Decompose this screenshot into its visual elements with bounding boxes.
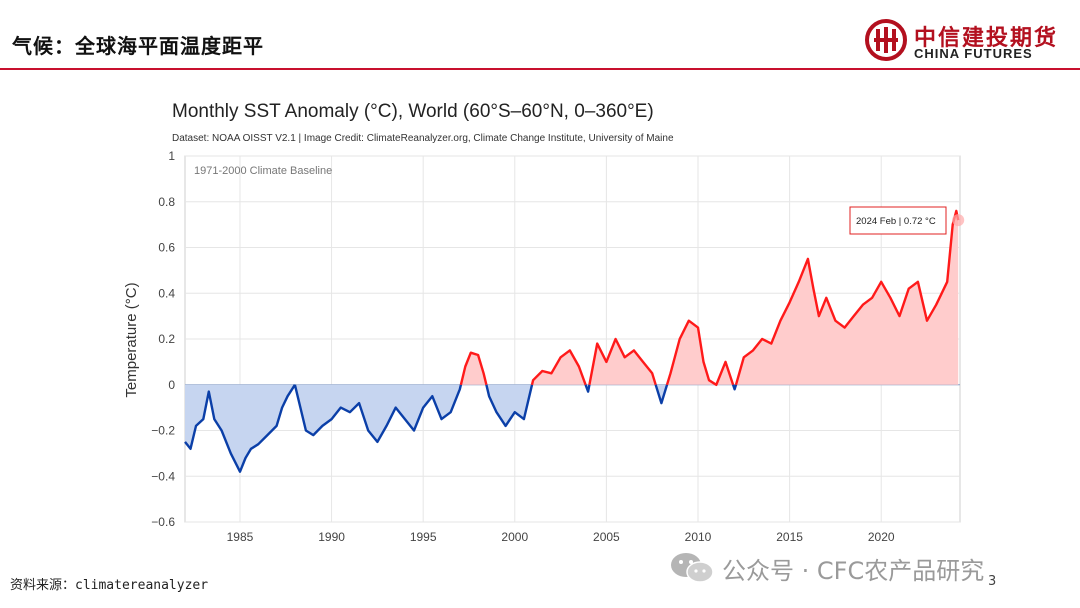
x-tick-label: 2010: [685, 530, 712, 544]
baseline-label: 1971-2000 Climate Baseline: [194, 165, 332, 177]
y-axis-ticks: −0.6 −0.4 −0.2 0 0.2 0.4 0.6 0.8 1: [151, 149, 175, 529]
tooltip-text: 2024 Feb | 0.72 °C: [856, 216, 936, 227]
latest-data-point: [952, 214, 965, 227]
watermark-text: 公众号 · CFC农产品研究: [722, 557, 985, 585]
positive-anomaly-area: [532, 350, 586, 385]
x-tick-label: 2005: [593, 530, 620, 544]
chart-grid: [184, 155, 961, 523]
x-axis-ticks: 1985 1990 1995 2000 2005 2010 2015 2020: [227, 530, 895, 544]
y-tick-label: 0.8: [158, 195, 175, 209]
negative-anomaly-line: [654, 384, 669, 405]
y-tick-label: 1: [168, 149, 175, 163]
positive-anomaly-area: [460, 352, 487, 385]
wechat-icon: [671, 553, 714, 583]
y-tick-label: −0.6: [151, 515, 175, 529]
negative-anomaly-line: [485, 384, 534, 428]
tooltip: 2024 Feb | 0.72 °C: [849, 206, 947, 235]
chart-area-fills: [185, 210, 959, 472]
citic-logo-icon: [865, 19, 907, 61]
positive-anomaly-area: [667, 320, 734, 385]
slide-title: 气候：全球海平面温度距平: [12, 34, 264, 58]
positive-anomaly-area: [736, 210, 959, 385]
y-axis-label: Temperature (°C): [123, 282, 140, 397]
header-divider: [0, 68, 1080, 70]
chart-series-lines: [184, 209, 960, 473]
positive-anomaly-line: [665, 319, 735, 386]
x-tick-label: 2000: [501, 530, 528, 544]
positive-anomaly-line: [459, 351, 488, 386]
x-tick-label: 1985: [227, 530, 254, 544]
negative-anomaly-line: [584, 384, 591, 393]
negative-anomaly-line: [184, 384, 296, 473]
y-tick-label: 0.6: [158, 241, 175, 255]
negative-anomaly-area: [294, 384, 461, 442]
tooltip-box: [849, 206, 947, 235]
page-number: 3: [988, 574, 997, 589]
y-tick-label: 0.4: [158, 286, 175, 300]
y-tick-label: −0.2: [151, 424, 175, 438]
negative-anomaly-line: [731, 384, 738, 391]
logo-english-name: CHINA FUTURES: [914, 46, 1033, 61]
y-tick-label: 0.2: [158, 332, 175, 346]
negative-anomaly-area: [655, 384, 667, 404]
y-tick-label: −0.4: [151, 469, 175, 483]
x-tick-label: 1990: [318, 530, 345, 544]
y-tick-label: 0: [168, 378, 175, 392]
wechat-watermark: 公众号 · CFC农产品研究: [668, 548, 1058, 588]
positive-anomaly-line: [734, 209, 960, 386]
positive-anomaly-line: [588, 337, 657, 386]
company-logo: 中信建投期货 CHINA FUTURES: [864, 18, 1074, 64]
x-tick-label: 2020: [868, 530, 895, 544]
positive-anomaly-line: [530, 349, 587, 386]
x-tick-label: 2015: [776, 530, 803, 544]
negative-anomaly-area: [185, 384, 295, 472]
logo-chinese-name: 中信建投期货: [914, 26, 1059, 51]
negative-anomaly-line: [293, 384, 463, 444]
x-tick-label: 1995: [410, 530, 437, 544]
chart-title: Monthly SST Anomaly (°C), World (60°S–60…: [172, 101, 654, 122]
sst-anomaly-chart: Monthly SST Anomaly (°C), World (60°S–60…: [123, 101, 965, 544]
positive-anomaly-area: [589, 339, 656, 385]
data-source-note: 资料来源：climatereanalyzer: [10, 578, 209, 593]
chart-subtitle: Dataset: NOAA OISST V2.1 | Image Credit:…: [172, 133, 674, 144]
